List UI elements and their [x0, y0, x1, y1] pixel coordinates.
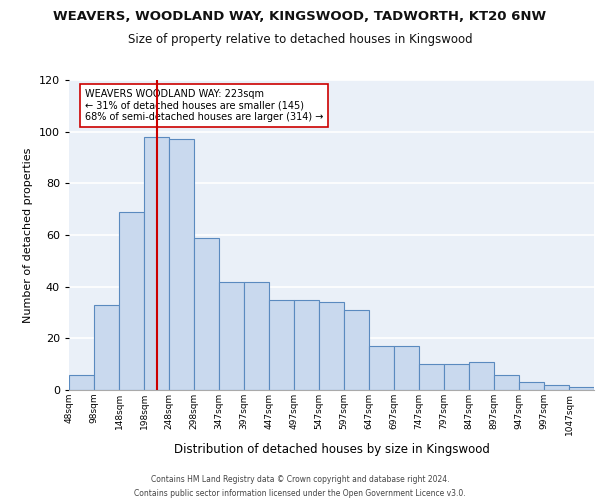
Bar — [144, 137, 169, 390]
Bar — [519, 382, 544, 390]
Bar — [394, 346, 419, 390]
Bar — [169, 140, 194, 390]
Bar — [419, 364, 444, 390]
Bar — [294, 300, 319, 390]
Bar — [269, 300, 294, 390]
Text: Contains HM Land Registry data © Crown copyright and database right 2024.
Contai: Contains HM Land Registry data © Crown c… — [134, 476, 466, 498]
Bar — [494, 374, 519, 390]
Bar — [369, 346, 394, 390]
Text: WEAVERS WOODLAND WAY: 223sqm
← 31% of detached houses are smaller (145)
68% of s: WEAVERS WOODLAND WAY: 223sqm ← 31% of de… — [85, 90, 323, 122]
Bar — [444, 364, 469, 390]
Bar — [319, 302, 344, 390]
Bar — [119, 212, 144, 390]
Bar — [94, 304, 119, 390]
Bar — [469, 362, 494, 390]
X-axis label: Distribution of detached houses by size in Kingswood: Distribution of detached houses by size … — [173, 443, 490, 456]
Bar — [544, 385, 569, 390]
Bar — [344, 310, 369, 390]
Text: Size of property relative to detached houses in Kingswood: Size of property relative to detached ho… — [128, 32, 472, 46]
Bar — [69, 374, 94, 390]
Bar — [194, 238, 219, 390]
Bar — [244, 282, 269, 390]
Bar — [569, 388, 594, 390]
Text: WEAVERS, WOODLAND WAY, KINGSWOOD, TADWORTH, KT20 6NW: WEAVERS, WOODLAND WAY, KINGSWOOD, TADWOR… — [53, 10, 547, 23]
Bar — [219, 282, 244, 390]
Y-axis label: Number of detached properties: Number of detached properties — [23, 148, 33, 322]
